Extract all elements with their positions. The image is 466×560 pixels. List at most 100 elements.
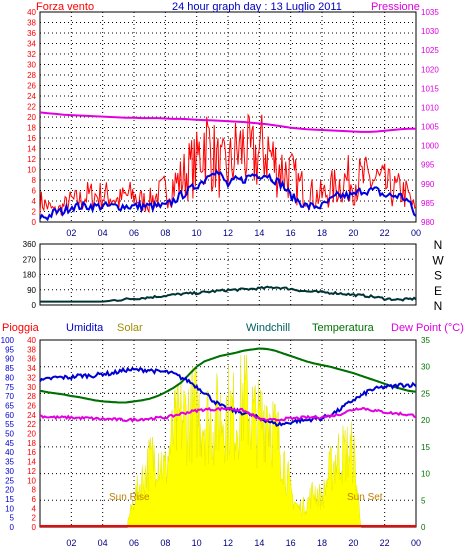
top-x-tick-label: 14 — [254, 228, 264, 238]
pressure-y-tick-label: 1015 — [421, 84, 439, 93]
pressure-y-tick-label: 980 — [421, 218, 435, 227]
wind-y-tick-label: 36 — [27, 29, 36, 38]
wind-y-tick-label: 24 — [27, 92, 36, 101]
humidity-y-tick-label: 60 — [5, 411, 14, 420]
average-wind-series — [39, 169, 417, 222]
humidity-y-tick-label: 25 — [5, 476, 14, 485]
wind-y-tick-label: 40 — [27, 8, 36, 17]
humidity-y-tick-label: 75 — [5, 383, 14, 392]
rain-y-tick-label: 0 — [32, 523, 37, 532]
top-x-tick-label: 20 — [348, 228, 358, 238]
rain-y-tick-label: 32 — [27, 373, 36, 382]
top-x-tick-label: 22 — [380, 228, 390, 238]
humidity-label: Umidita — [66, 322, 104, 334]
humidity-y-tick-label: 30 — [5, 467, 14, 476]
top-x-tick-label: 08 — [160, 228, 170, 238]
rain-y-tick-label: 14 — [27, 458, 36, 467]
compass-label: E — [434, 284, 442, 298]
compass-label: W — [432, 253, 444, 267]
humidity-y-tick-label: 50 — [5, 430, 14, 439]
wind-y-tick-label: 16 — [27, 134, 36, 143]
temperature-y-tick-label: 25 — [421, 389, 430, 398]
bottom-x-tick-label: 02 — [66, 538, 76, 548]
top-x-tick-label: 00 — [411, 228, 421, 238]
bottom-x-tick-label: 12 — [223, 538, 233, 548]
humidity-y-tick-label: 20 — [5, 486, 14, 495]
direction-y-tick-label: 360 — [23, 240, 37, 249]
compass-label: N — [434, 238, 443, 252]
bottom-x-tick-label: 14 — [254, 538, 264, 548]
top-x-tick-label: 16 — [286, 228, 296, 238]
temperature-y-tick-label: 20 — [421, 416, 430, 425]
humidity-y-tick-label: 15 — [5, 495, 14, 504]
pressure-y-tick-label: 1010 — [421, 103, 439, 112]
wind-y-tick-label: 8 — [32, 176, 37, 185]
compass-label: N — [434, 299, 443, 313]
wind-y-tick-label: 2 — [32, 208, 37, 217]
temperature-y-tick-label: 35 — [421, 336, 430, 345]
rain-y-tick-label: 38 — [27, 345, 36, 354]
direction-y-tick-label: 90 — [27, 286, 36, 295]
humidity-y-tick-label: 45 — [5, 439, 14, 448]
rain-y-tick-label: 4 — [32, 504, 37, 513]
sunrise-label: Sun Rise — [109, 492, 150, 503]
rain-y-tick-label: 24 — [27, 411, 36, 420]
rain-y-tick-label: 28 — [27, 392, 36, 401]
pressure-y-tick-label: 990 — [421, 180, 435, 189]
wind-y-tick-label: 32 — [27, 50, 36, 59]
temperature-y-tick-label: 30 — [421, 363, 430, 372]
direction-y-tick-label: 180 — [23, 271, 37, 280]
top-x-tick-label: 10 — [192, 228, 202, 238]
direction-y-tick-label: 270 — [23, 255, 37, 264]
wind-axis-label: Forza vento — [36, 1, 94, 13]
pressure-y-tick-label: 1000 — [421, 142, 439, 151]
wind-y-tick-label: 12 — [27, 155, 36, 164]
wind-y-tick-label: 28 — [27, 71, 36, 80]
bottom-x-tick-label: 18 — [317, 538, 327, 548]
solar-radiation-area — [127, 354, 362, 528]
temperature-label: Temperatura — [312, 322, 375, 334]
humidity-y-tick-label: 95 — [5, 345, 14, 354]
pressure-axis-label: Pressione — [371, 1, 420, 13]
wind-y-tick-label: 18 — [27, 124, 36, 133]
rain-y-tick-label: 2 — [32, 514, 37, 523]
temperature-series — [39, 347, 417, 404]
chart-title: 24 hour graph day : 13 Luglio 2011 — [172, 1, 342, 13]
rain-y-tick-label: 22 — [27, 420, 36, 429]
humidity-y-tick-label: 65 — [5, 401, 14, 410]
rain-y-tick-label: 34 — [27, 364, 36, 373]
top-x-tick-label: 12 — [223, 228, 233, 238]
humidity-y-tick-label: 0 — [10, 523, 15, 532]
humidity-y-tick-label: 70 — [5, 392, 14, 401]
bottom-x-tick-label: 10 — [192, 538, 202, 548]
bottom-x-tick-label: 20 — [348, 538, 358, 548]
windchill-label: Windchill — [246, 322, 290, 334]
rain-y-tick-label: 12 — [27, 467, 36, 476]
solar-label: Solar — [117, 322, 143, 334]
humidity-y-tick-label: 80 — [5, 373, 14, 382]
humidity-y-tick-label: 90 — [5, 355, 14, 364]
wind-y-tick-label: 26 — [27, 82, 36, 91]
temperature-y-tick-label: 10 — [421, 470, 430, 479]
top-x-tick-label: 06 — [129, 228, 139, 238]
humidity-y-tick-label: 5 — [10, 514, 15, 523]
text-layer: Forza vento 24 hour graph day : 13 Lugli… — [2, 1, 464, 503]
pressure-y-tick-label: 1020 — [421, 65, 439, 74]
rain-y-tick-label: 26 — [27, 401, 36, 410]
rain-y-tick-label: 36 — [27, 355, 36, 364]
rain-y-tick-label: 8 — [32, 486, 37, 495]
pressure-series — [39, 111, 416, 133]
bottom-x-tick-label: 16 — [286, 538, 296, 548]
bottom-x-tick-label: 06 — [129, 538, 139, 548]
wind-direction-series — [40, 285, 417, 303]
direction-y-tick-label: 0 — [32, 301, 37, 310]
bottom-x-tick-label: 00 — [411, 538, 421, 548]
rain-y-tick-label: 10 — [27, 476, 36, 485]
wind-y-tick-label: 0 — [32, 218, 37, 227]
rain-y-tick-label: 18 — [27, 439, 36, 448]
humidity-y-tick-label: 40 — [5, 448, 14, 457]
wind-y-tick-label: 10 — [27, 166, 36, 175]
